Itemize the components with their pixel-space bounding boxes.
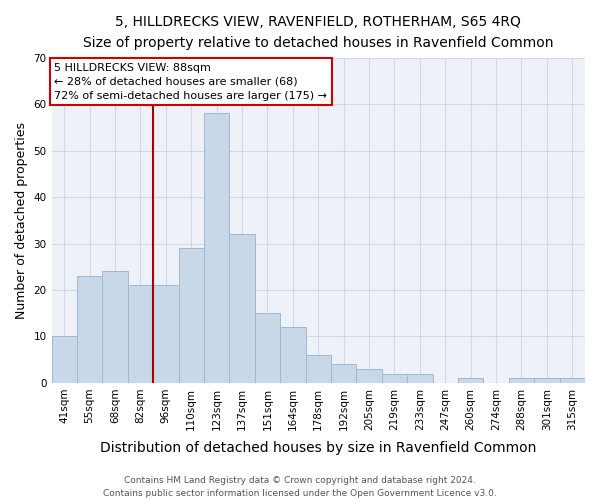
Bar	[52, 336, 77, 383]
Text: 5 HILLDRECKS VIEW: 88sqm
← 28% of detached houses are smaller (68)
72% of semi-d: 5 HILLDRECKS VIEW: 88sqm ← 28% of detach…	[54, 62, 327, 100]
Bar	[128, 286, 153, 383]
Bar	[103, 272, 128, 383]
Bar	[229, 234, 255, 383]
Bar	[560, 378, 585, 383]
Bar	[305, 355, 331, 383]
Bar	[153, 286, 179, 383]
Bar	[331, 364, 356, 383]
Bar	[255, 313, 280, 383]
X-axis label: Distribution of detached houses by size in Ravenfield Common: Distribution of detached houses by size …	[100, 441, 536, 455]
Text: Contains HM Land Registry data © Crown copyright and database right 2024.
Contai: Contains HM Land Registry data © Crown c…	[103, 476, 497, 498]
Bar	[382, 374, 407, 383]
Bar	[77, 276, 103, 383]
Bar	[356, 369, 382, 383]
Bar	[458, 378, 484, 383]
Bar	[179, 248, 204, 383]
Bar	[509, 378, 534, 383]
Y-axis label: Number of detached properties: Number of detached properties	[15, 122, 28, 319]
Bar	[280, 327, 305, 383]
Bar	[204, 114, 229, 383]
Title: 5, HILLDRECKS VIEW, RAVENFIELD, ROTHERHAM, S65 4RQ
Size of property relative to : 5, HILLDRECKS VIEW, RAVENFIELD, ROTHERHA…	[83, 15, 554, 50]
Bar	[534, 378, 560, 383]
Bar	[407, 374, 433, 383]
